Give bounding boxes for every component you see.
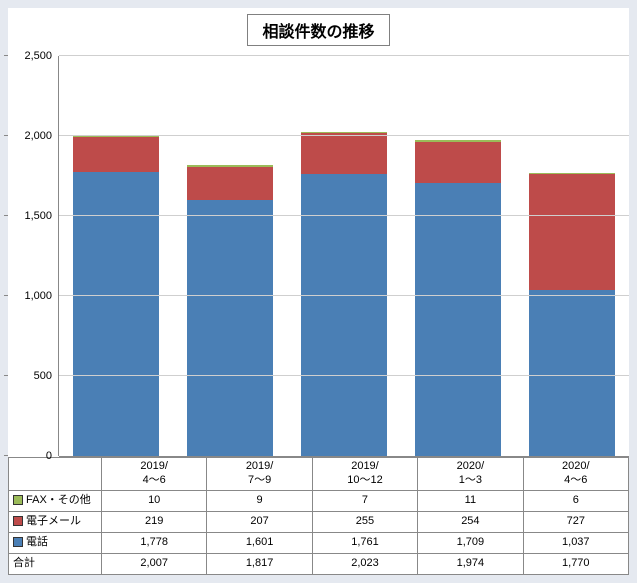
cell: 1,974 — [418, 553, 523, 574]
cell: 1,770 — [523, 553, 628, 574]
y-tick-label: 2,500 — [24, 50, 52, 62]
cell: 2,023 — [312, 553, 417, 574]
title-row: 相談件数の推移 — [8, 8, 629, 46]
cell: 1,778 — [102, 532, 207, 553]
cell: 2019/7～9 — [207, 458, 312, 491]
table-row-email: 電子メール219207255254727 — [9, 511, 629, 532]
cell: 219 — [102, 511, 207, 532]
gridline — [59, 215, 629, 216]
plot-area — [59, 56, 629, 457]
gridline — [59, 375, 629, 376]
chart-title: 相談件数の推移 — [247, 14, 389, 46]
gridline — [59, 135, 629, 136]
cell: 1,709 — [418, 532, 523, 553]
chart-body: 05001,0001,5002,0002,500 — [8, 46, 629, 457]
table-row-total: 合計2,0071,8172,0231,9741,770 — [9, 553, 629, 574]
y-tick — [4, 455, 8, 456]
cell: 1,817 — [207, 553, 312, 574]
y-tick-label: 0 — [46, 450, 52, 462]
gridline — [59, 295, 629, 296]
bar-segment-email — [73, 137, 160, 172]
cell: 2020/4～6 — [523, 458, 628, 491]
gridline — [59, 55, 629, 56]
legend-swatch — [13, 495, 23, 505]
table-row-fax: FAX・その他1097116 — [9, 490, 629, 511]
data-table: 2019/4～62019/7～92019/10～122020/1～32020/4… — [8, 457, 629, 575]
legend-swatch — [13, 537, 23, 547]
row-header: 電子メール — [9, 511, 102, 532]
stacked-bar — [187, 165, 274, 456]
cell: 254 — [418, 511, 523, 532]
cell: 7 — [312, 490, 417, 511]
bar-segment-phone — [301, 174, 388, 456]
table-row-categories: 2019/4～62019/7～92019/10～122020/1～32020/4… — [9, 458, 629, 491]
bar-segment-phone — [529, 290, 616, 456]
cell: 1,037 — [523, 532, 628, 553]
cell: 727 — [523, 511, 628, 532]
y-tick-label: 1,500 — [24, 210, 52, 222]
y-tick — [4, 295, 8, 296]
y-tick — [4, 55, 8, 56]
y-tick-label: 2,000 — [24, 130, 52, 142]
cell: 2019/4～6 — [102, 458, 207, 491]
bar-segment-email — [415, 142, 502, 183]
cell: 2020/1～3 — [418, 458, 523, 491]
stacked-bar — [415, 140, 502, 456]
bar-segment-phone — [187, 200, 274, 456]
cell: 9 — [207, 490, 312, 511]
bar-segment-email — [187, 167, 274, 200]
bar-segment-phone — [415, 183, 502, 456]
cell: 207 — [207, 511, 312, 532]
cell: 6 — [523, 490, 628, 511]
cell: 10 — [102, 490, 207, 511]
y-tick-label: 500 — [34, 370, 52, 382]
bar-slot — [287, 56, 401, 456]
chart-panel: 相談件数の推移 0 500 1,000 1,500 2,000 2,500 2019/4～… — [8, 8, 629, 575]
cell: 11 — [418, 490, 523, 511]
bar-slot — [515, 56, 629, 456]
row-header — [9, 458, 102, 491]
table-row-phone: 電話1,7781,6011,7611,7091,037 — [9, 532, 629, 553]
bar-segment-email — [301, 133, 388, 174]
cell: 1,761 — [312, 532, 417, 553]
cell: 2,007 — [102, 553, 207, 574]
cell: 1,601 — [207, 532, 312, 553]
legend-swatch — [13, 516, 23, 526]
y-tick — [4, 135, 8, 136]
cell: 255 — [312, 511, 417, 532]
bars-layer — [59, 56, 629, 456]
y-tick — [4, 375, 8, 376]
cell: 2019/10～12 — [312, 458, 417, 491]
bar-slot — [173, 56, 287, 456]
bar-segment-email — [529, 174, 616, 290]
row-header: 合計 — [9, 553, 102, 574]
bar-slot — [59, 56, 173, 456]
y-axis: 05001,0001,5002,0002,500 — [8, 56, 59, 456]
bar-slot — [401, 56, 515, 456]
y-tick — [4, 215, 8, 216]
row-header: FAX・その他 — [9, 490, 102, 511]
y-tick-label: 1,000 — [24, 290, 52, 302]
row-header: 電話 — [9, 532, 102, 553]
